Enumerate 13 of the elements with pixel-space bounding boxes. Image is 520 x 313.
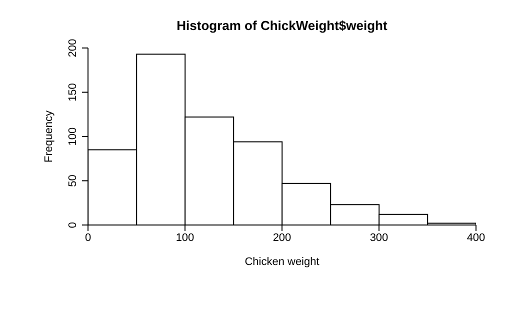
y-tick-label: 100 xyxy=(67,127,79,146)
y-tick-label: 50 xyxy=(67,174,79,187)
x-tick-label: 100 xyxy=(176,232,194,244)
x-axis-title: Chicken weight xyxy=(244,256,320,268)
chart-title: Histogram of ChickWeight$weight xyxy=(176,18,388,33)
y-tick-label: 150 xyxy=(67,83,79,102)
x-tick-label: 200 xyxy=(272,232,292,244)
x-tick-label: 0 xyxy=(84,232,92,244)
x-tick-label: 400 xyxy=(466,232,486,244)
x-tick-label: 300 xyxy=(370,232,388,244)
y-tick-label: 0 xyxy=(67,222,79,228)
y-axis-title: Frequency xyxy=(42,110,55,162)
y-tick-label: 200 xyxy=(67,38,79,58)
